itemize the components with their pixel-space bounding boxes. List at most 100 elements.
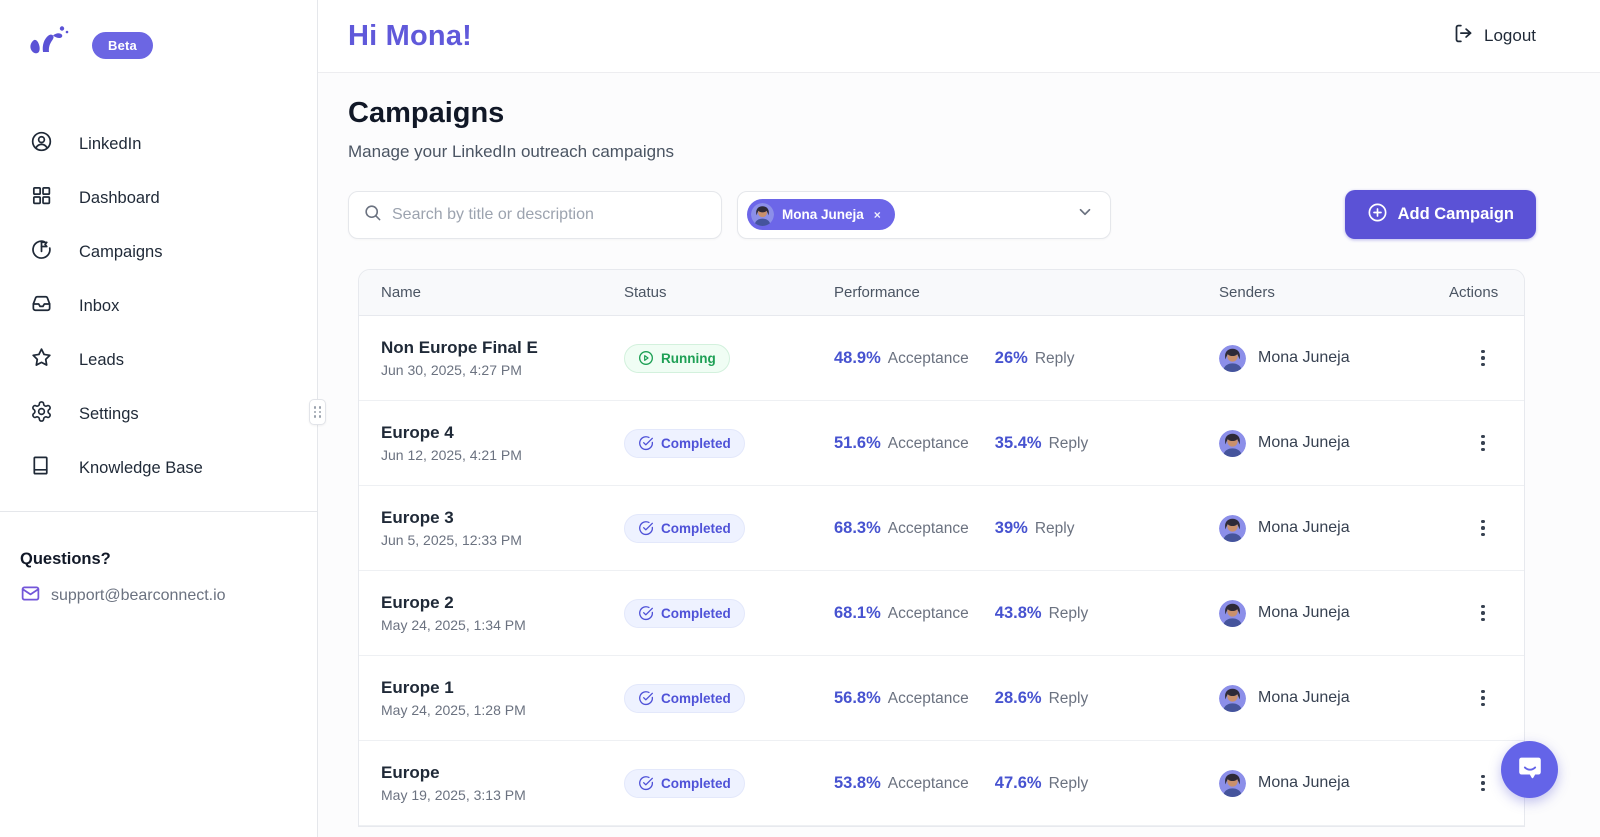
campaign-name[interactable]: Europe 3 [381, 508, 454, 527]
performance-cell: 68.3% Acceptance 39% Reply [834, 519, 1219, 538]
sender-cell: Mona Juneja [1219, 685, 1449, 712]
content: Campaigns Manage your LinkedIn outreach … [318, 73, 1600, 827]
row-actions-menu-icon[interactable] [1449, 519, 1485, 537]
sender-name: Mona Juneja [1258, 434, 1350, 451]
acceptance-value: 51.6% [834, 433, 881, 452]
sender-cell: Mona Juneja [1219, 345, 1449, 372]
sidebar-item-inbox[interactable]: Inbox [0, 279, 317, 333]
avatar [1219, 600, 1246, 627]
table-row[interactable]: Europe 4 Jun 12, 2025, 4:21 PM Completed… [359, 401, 1524, 486]
row-actions-menu-icon[interactable] [1449, 349, 1485, 367]
reply-label: Reply [1048, 774, 1089, 792]
questions-title: Questions? [20, 550, 111, 568]
avatar [1219, 685, 1246, 712]
search-input[interactable] [392, 205, 707, 224]
campaigns-table: Name Status Performance Senders Actions … [358, 269, 1525, 827]
chat-launcher-button[interactable] [1501, 741, 1558, 798]
status-badge: Completed [624, 428, 745, 458]
status-badge: Completed [624, 768, 745, 798]
beta-badge: Beta [92, 32, 153, 59]
acceptance-label: Acceptance [887, 349, 969, 367]
row-actions-menu-icon[interactable] [1449, 434, 1485, 452]
acceptance-label: Acceptance [887, 434, 969, 452]
book-icon [30, 454, 53, 482]
sidebar-divider [0, 511, 317, 512]
acceptance-value: 56.8% [834, 688, 881, 707]
table-row[interactable]: Europe May 19, 2025, 3:13 PM Completed 5… [359, 741, 1524, 826]
sidebar-item-label: Inbox [79, 296, 120, 315]
acceptance-label: Acceptance [887, 774, 969, 792]
sender-name: Mona Juneja [1258, 604, 1350, 621]
status-badge: Completed [624, 683, 745, 713]
sender-cell: Mona Juneja [1219, 515, 1449, 542]
mail-icon [20, 583, 41, 609]
row-actions-menu-icon[interactable] [1449, 689, 1485, 707]
col-header-performance: Performance [834, 284, 920, 301]
logout-icon [1453, 23, 1474, 49]
status-badge: Completed [624, 598, 745, 628]
sender-cell: Mona Juneja [1219, 430, 1449, 457]
sidebar-nav: LinkedIn Dashboard Campa [0, 117, 317, 495]
campaign-date: May 24, 2025, 1:28 PM [381, 702, 526, 718]
sidebar-item-knowledge-base[interactable]: Knowledge Base [0, 441, 317, 495]
reply-value: 43.8% [994, 603, 1042, 622]
col-header-actions: Actions [1449, 284, 1499, 301]
reply-label: Reply [1048, 689, 1089, 707]
table-row[interactable]: Non Europe Final E Jun 30, 2025, 4:27 PM… [359, 316, 1524, 401]
sidebar-item-dashboard[interactable]: Dashboard [0, 171, 317, 225]
campaign-name[interactable]: Europe [381, 763, 440, 782]
inbox-icon [30, 292, 53, 320]
sidebar-item-campaigns[interactable]: Campaigns [0, 225, 317, 279]
sidebar-item-label: Dashboard [79, 188, 160, 207]
table-row[interactable]: Europe 3 Jun 5, 2025, 12:33 PM Completed… [359, 486, 1524, 571]
chip-name: Mona Juneja [782, 207, 864, 222]
avatar [751, 203, 774, 226]
reply-label: Reply [1034, 519, 1075, 537]
campaign-date: May 24, 2025, 1:34 PM [381, 617, 526, 633]
grip-dots-icon [313, 406, 322, 418]
performance-cell: 56.8% Acceptance 28.6% Reply [834, 689, 1219, 708]
sidebar-resize-handle[interactable] [309, 399, 326, 425]
logout-label: Logout [1484, 26, 1536, 45]
campaign-name[interactable]: Non Europe Final E [381, 338, 538, 357]
col-header-senders: Senders [1219, 284, 1275, 301]
topbar: Hi Mona! Logout [318, 0, 1600, 73]
reply-value: 26% [994, 348, 1028, 367]
sender-filter-select[interactable]: Mona Juneja × [737, 190, 1111, 239]
table-header: Name Status Performance Senders Actions [359, 270, 1524, 316]
avatar [1219, 515, 1246, 542]
reply-label: Reply [1048, 604, 1089, 622]
sidebar-item-linkedin[interactable]: LinkedIn [0, 117, 317, 171]
campaign-name[interactable]: Europe 4 [381, 423, 454, 442]
performance-cell: 48.9% Acceptance 26% Reply [834, 349, 1219, 368]
table-row[interactable]: Europe 2 May 24, 2025, 1:34 PM Completed… [359, 571, 1524, 656]
campaign-date: Jun 30, 2025, 4:27 PM [381, 362, 522, 378]
sidebar-item-label: Knowledge Base [79, 458, 203, 477]
table-row[interactable]: Europe 1 May 24, 2025, 1:28 PM Completed… [359, 656, 1524, 741]
reply-value: 28.6% [994, 688, 1042, 707]
add-campaign-button[interactable]: Add Campaign [1344, 190, 1536, 239]
row-actions-menu-icon[interactable] [1449, 604, 1485, 622]
chip-remove-icon[interactable]: × [873, 207, 881, 222]
reply-label: Reply [1048, 434, 1089, 452]
chevron-down-icon [1076, 203, 1094, 226]
reply-value: 35.4% [994, 433, 1042, 452]
avatar [1219, 430, 1246, 457]
acceptance-label: Acceptance [887, 604, 969, 622]
sender-name: Mona Juneja [1258, 774, 1350, 791]
campaign-date: May 19, 2025, 3:13 PM [381, 787, 526, 803]
performance-cell: 68.1% Acceptance 43.8% Reply [834, 604, 1219, 623]
row-actions-menu-icon[interactable] [1449, 774, 1485, 792]
sender-filter-chip[interactable]: Mona Juneja × [747, 199, 895, 230]
support-email-link[interactable]: support@bearconnect.io [51, 587, 226, 604]
acceptance-value: 53.8% [834, 773, 881, 792]
sidebar-item-leads[interactable]: Leads [0, 333, 317, 387]
avatar [1219, 345, 1246, 372]
sender-name: Mona Juneja [1258, 519, 1350, 536]
col-header-name: Name [381, 284, 422, 301]
page-subtitle: Manage your LinkedIn outreach campaigns [348, 142, 675, 161]
campaign-name[interactable]: Europe 2 [381, 593, 454, 612]
logout-button[interactable]: Logout [1453, 23, 1536, 49]
campaign-name[interactable]: Europe 1 [381, 678, 454, 697]
sidebar-item-settings[interactable]: Settings [0, 387, 317, 441]
